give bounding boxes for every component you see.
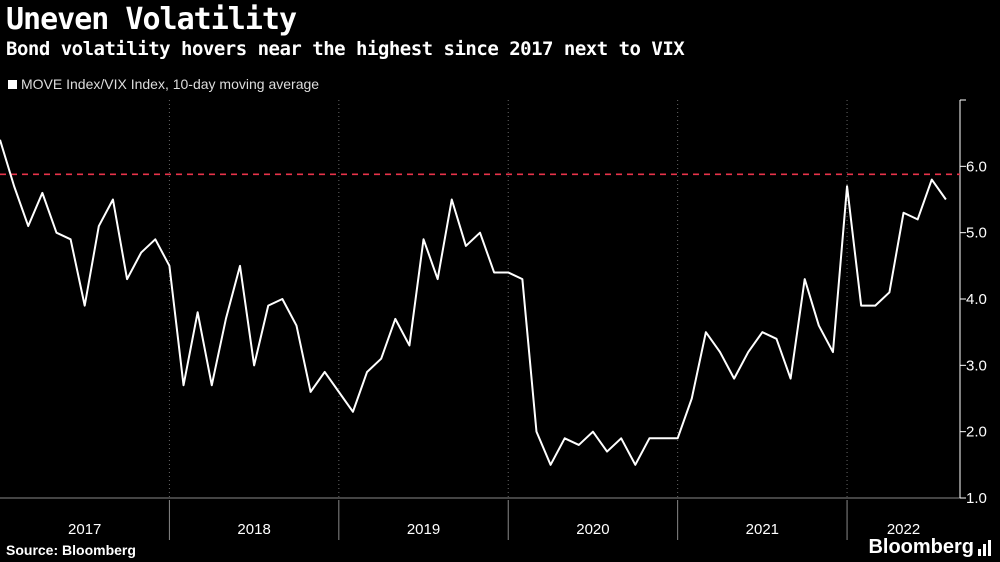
y-tick-label: 2.0	[966, 424, 987, 441]
x-tick-label: 2017	[68, 521, 101, 538]
x-tick-label: 2022	[887, 521, 920, 538]
legend-swatch	[8, 79, 17, 89]
series-group	[0, 139, 947, 466]
y-tick-label: 3.0	[966, 357, 987, 374]
x-tick-label: 2021	[746, 521, 779, 538]
chart-title: Uneven Volatility	[6, 2, 297, 37]
x-tick-label: 2019	[407, 521, 440, 538]
y-tick-label: 6.0	[966, 158, 987, 175]
series-line	[0, 139, 947, 466]
legend-label: MOVE Index/VIX Index, 10-day moving aver…	[21, 76, 320, 92]
x-tick-label: 2020	[576, 521, 609, 538]
bar-chart-icon	[978, 539, 992, 556]
x-tick-label: 2018	[237, 521, 270, 538]
y-tick-label: 4.0	[966, 291, 987, 308]
x-axis: 2017 2018 2019 2020 2021 2022	[0, 497, 960, 540]
chart-subtitle: Bond volatility hovers near the highest …	[6, 38, 685, 60]
gridlines	[168, 100, 848, 498]
brand-name: Bloomberg	[868, 536, 974, 558]
y-tick-label: 5.0	[966, 225, 987, 242]
y-tick-label: 1.0	[966, 490, 987, 507]
y-axis: 1.0 2.0 3.0 4.0 5.0 6.0	[959, 99, 987, 507]
brand-logo: Bloomberg	[868, 536, 992, 559]
legend: MOVE Index/VIX Index, 10-day moving aver…	[8, 76, 319, 92]
source-note: Source: Bloomberg	[6, 542, 136, 558]
